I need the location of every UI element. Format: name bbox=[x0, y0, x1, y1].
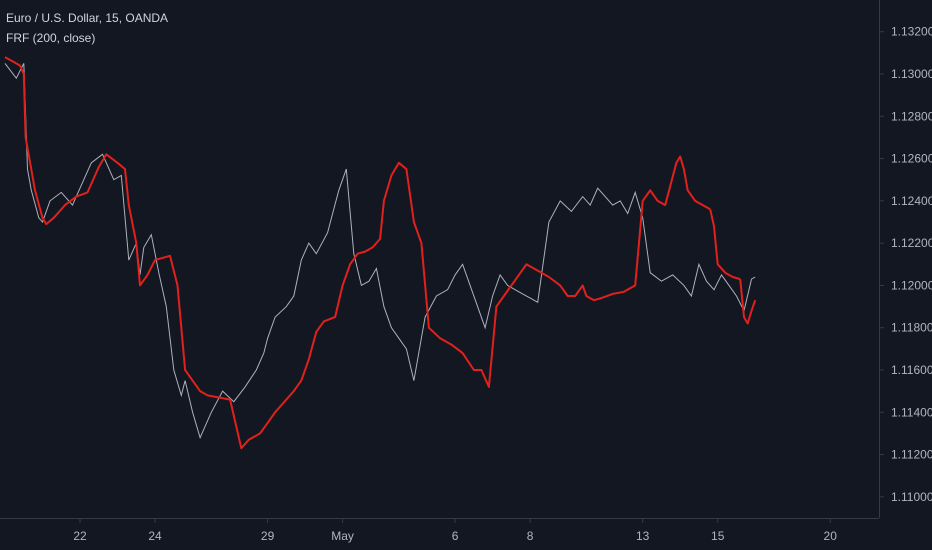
x-tick-label: 29 bbox=[261, 529, 275, 543]
y-tick-label: 1.11400 bbox=[891, 405, 932, 419]
x-tick-label: 22 bbox=[73, 529, 87, 543]
x-tick-label: 15 bbox=[711, 529, 725, 543]
price-series-line bbox=[4, 63, 756, 440]
y-tick-label: 1.12800 bbox=[891, 109, 932, 123]
chart-legend: Euro / U.S. Dollar, 15, OANDA FRF (200, … bbox=[6, 8, 168, 48]
y-tick-label: 1.13000 bbox=[891, 67, 932, 81]
y-tick-label: 1.11200 bbox=[891, 448, 932, 462]
y-tick-label: 1.12600 bbox=[891, 152, 932, 166]
y-tick-label: 1.11800 bbox=[891, 321, 932, 335]
x-tick-label: 8 bbox=[527, 529, 534, 543]
frf-indicator-line-0 bbox=[4, 56, 711, 450]
x-tick-label: 20 bbox=[824, 529, 838, 543]
y-tick-label: 1.12000 bbox=[891, 278, 932, 292]
x-tick-label: May bbox=[331, 529, 354, 543]
y-tick-label: 1.12400 bbox=[891, 194, 932, 208]
frf-indicator-line-1 bbox=[709, 209, 741, 281]
y-tick-label: 1.11000 bbox=[891, 490, 932, 504]
y-tick-label: 1.11600 bbox=[891, 363, 932, 377]
x-tick-label: 24 bbox=[148, 529, 162, 543]
indicator-label[interactable]: FRF (200, close) bbox=[6, 31, 96, 45]
x-tick-label: 13 bbox=[636, 529, 650, 543]
y-tick-label: 1.13200 bbox=[891, 25, 932, 39]
y-tick-label: 1.12200 bbox=[891, 236, 932, 250]
x-tick-label: 6 bbox=[452, 529, 459, 543]
frf-indicator-line-2 bbox=[739, 279, 757, 325]
symbol-title[interactable]: Euro / U.S. Dollar, 15, OANDA bbox=[6, 11, 169, 25]
